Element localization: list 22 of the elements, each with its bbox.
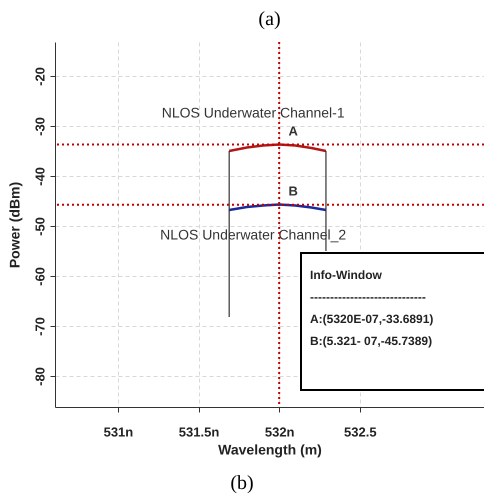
annotation: Info-Window [310, 267, 383, 284]
y-tick-label: -40 [32, 167, 48, 186]
y-tick-label: -70 [32, 317, 48, 336]
text: NLOS Underwater Channel-1 [162, 104, 345, 120]
y-axis-title: Power (dBm) [6, 182, 22, 268]
y-tick-label: -50 [32, 217, 48, 236]
annotation: B [288, 184, 298, 199]
x-tick-label: 531n [104, 424, 134, 440]
y-tick-label: -80 [32, 367, 48, 386]
annotation: ----------------------------- [310, 289, 427, 306]
x-tick-label: 531.5n [178, 424, 220, 440]
y-tick-label: -30 [32, 117, 48, 136]
annotation: B:(5.321- 07,-45.7389) [310, 333, 434, 350]
text: (b) [229, 472, 255, 495]
x-axis-title: Wavelength (m) [218, 442, 322, 458]
annotation: A [288, 123, 298, 138]
x-tick-label: 532n [264, 424, 295, 440]
y-tick-label: -20 [32, 67, 48, 86]
y-tick-label: -60 [32, 267, 48, 286]
annotation: A:(5320E-07,-33.6891) [310, 311, 434, 328]
chart-title: (a) [258, 8, 281, 30]
x-tick-label: 532.5 [344, 424, 377, 440]
